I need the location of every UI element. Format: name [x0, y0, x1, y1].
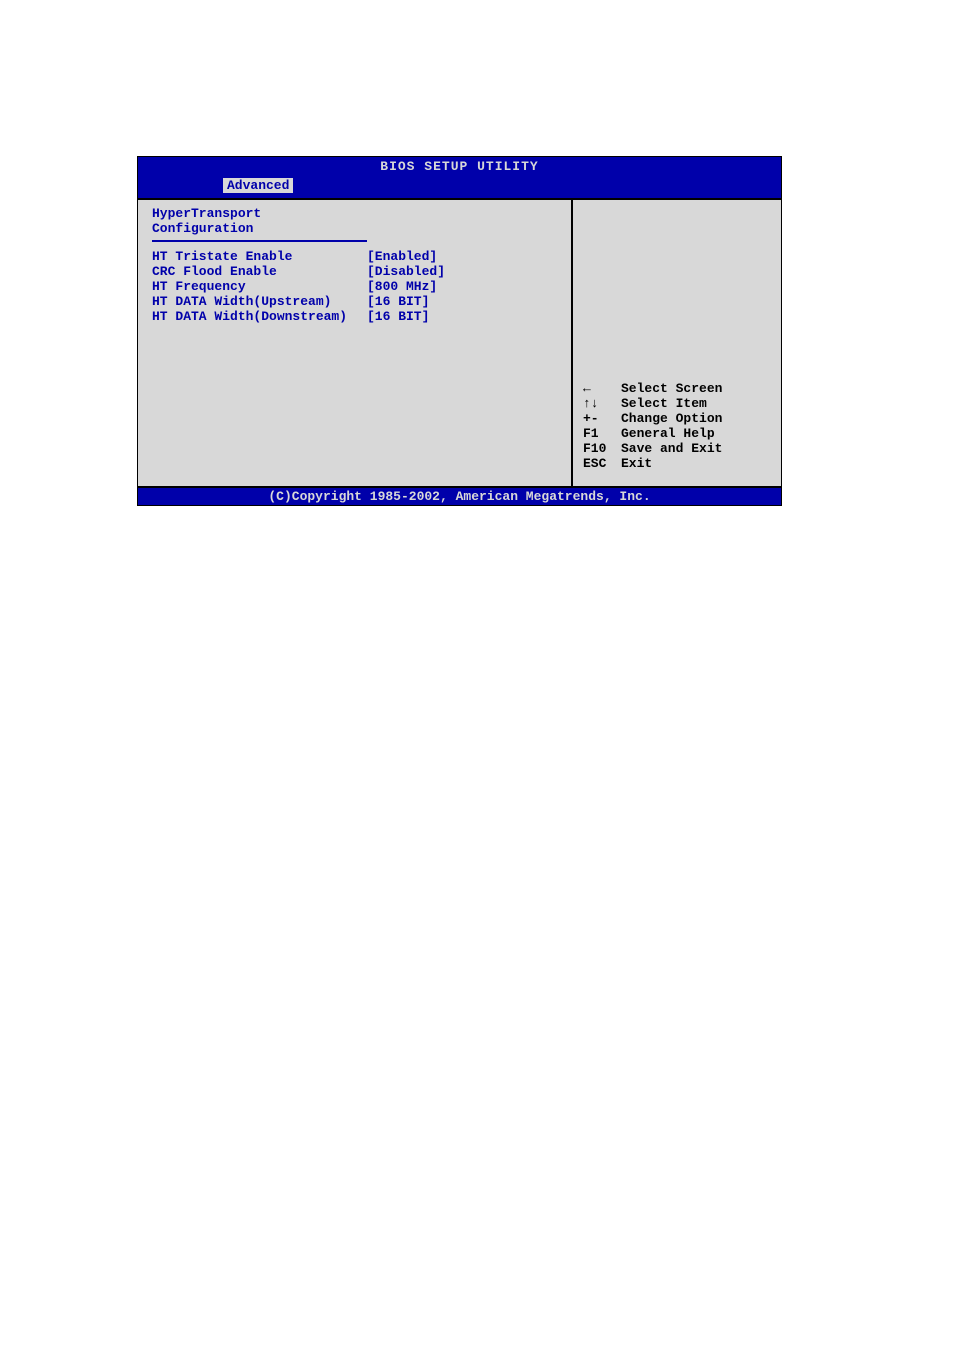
help-desc: Save and Exit — [621, 442, 722, 457]
help-desc: Select Screen — [621, 382, 722, 397]
option-row[interactable]: HT DATA Width(Downstream) [16 BIT] — [152, 310, 557, 325]
help-row: ↑↓ Select Item — [583, 397, 722, 412]
help-row: ← Select Screen — [583, 382, 722, 397]
option-row[interactable]: HT DATA Width(Upstream) [16 BIT] — [152, 295, 557, 310]
option-value: [800 MHz] — [367, 280, 437, 295]
option-row[interactable]: HT Tristate Enable [Enabled] — [152, 250, 557, 265]
help-key: +- — [583, 412, 621, 427]
arrow-left-icon: ← — [583, 382, 621, 397]
option-label: HT Frequency — [152, 280, 367, 295]
option-row[interactable]: HT Frequency [800 MHz] — [152, 280, 557, 295]
help-row: F1 General Help — [583, 427, 722, 442]
option-label: HT DATA Width(Downstream) — [152, 310, 367, 325]
option-value: [16 BIT] — [367, 295, 429, 310]
option-label: HT Tristate Enable — [152, 250, 367, 265]
option-value: [16 BIT] — [367, 310, 429, 325]
content-area: HyperTransport Configuration HT Tristate… — [138, 198, 781, 488]
help-desc: Change Option — [621, 412, 722, 427]
footer-bar: (C)Copyright 1985-2002, American Megatre… — [138, 488, 781, 505]
option-label: CRC Flood Enable — [152, 265, 367, 280]
help-row: ESC Exit — [583, 457, 722, 472]
arrow-updown-icon: ↑↓ — [583, 397, 621, 412]
help-desc: Select Item — [621, 397, 707, 412]
right-panel: ← Select Screen ↑↓ Select Item +- Change… — [573, 200, 781, 486]
help-key: F1 — [583, 427, 621, 442]
help-desc: General Help — [621, 427, 715, 442]
tab-row: Advanced — [138, 176, 781, 198]
help-key: F10 — [583, 442, 621, 457]
option-value: [Enabled] — [367, 250, 437, 265]
option-row[interactable]: CRC Flood Enable [Disabled] — [152, 265, 557, 280]
help-row: F10 Save and Exit — [583, 442, 722, 457]
tab-advanced[interactable]: Advanced — [223, 178, 293, 193]
help-desc: Exit — [621, 457, 652, 472]
title-bar: BIOS SETUP UTILITY — [138, 157, 781, 176]
bios-window: BIOS SETUP UTILITY Advanced HyperTranspo… — [137, 156, 782, 506]
help-row: +- Change Option — [583, 412, 722, 427]
help-section: ← Select Screen ↑↓ Select Item +- Change… — [583, 382, 722, 472]
section-title: HyperTransport Configuration — [152, 206, 367, 242]
help-key: ESC — [583, 457, 621, 472]
option-value: [Disabled] — [367, 265, 445, 280]
option-label: HT DATA Width(Upstream) — [152, 295, 367, 310]
left-panel: HyperTransport Configuration HT Tristate… — [138, 200, 573, 486]
